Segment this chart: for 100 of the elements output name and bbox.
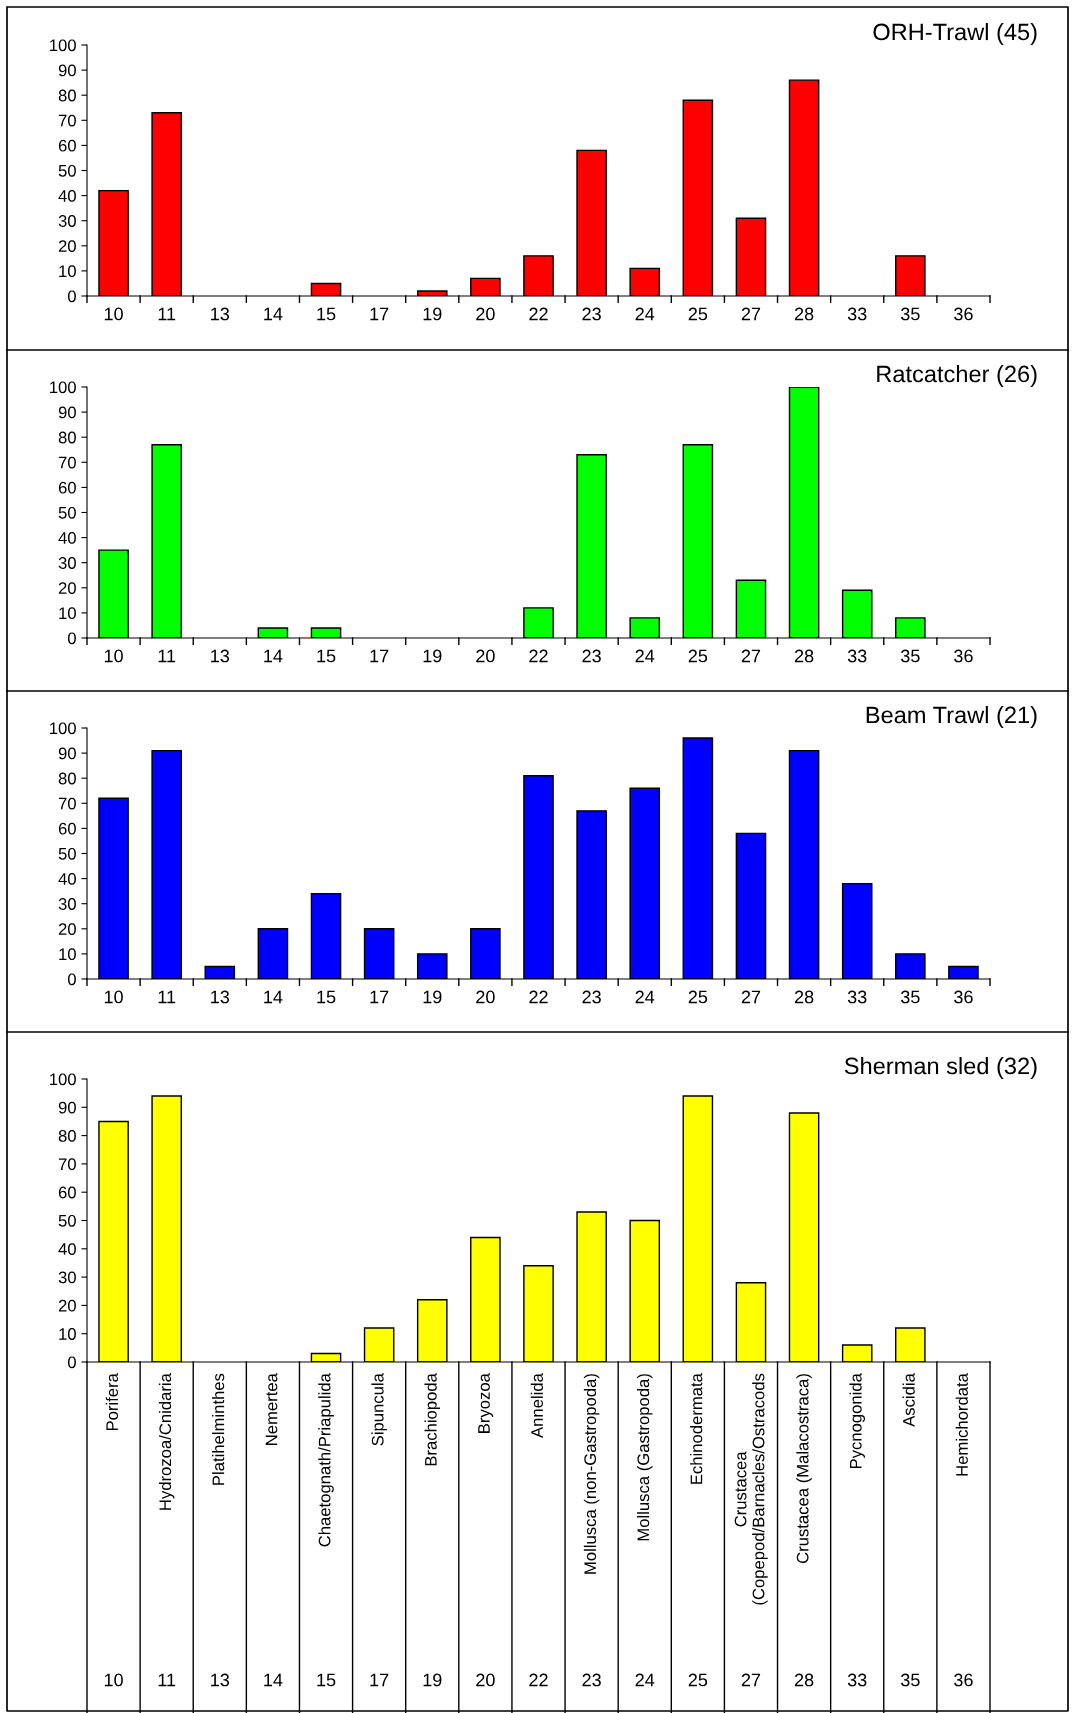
- y-tick-label: 20: [58, 923, 76, 935]
- x-tick-label: 13: [211, 649, 230, 663]
- y-tick-label: 100: [50, 722, 76, 735]
- y-tick-label: 0: [67, 632, 76, 645]
- x-tick-label: 17: [370, 990, 389, 1004]
- x-tick-label: Platihelminthes: [212, 1373, 225, 1485]
- x-tick-label: Hydrozoa/Cnidaria: [158, 1373, 175, 1510]
- y-tick-label: 100: [50, 39, 76, 52]
- text: 23: [582, 1673, 601, 1687]
- text: 27: [741, 1673, 761, 1687]
- text: 24: [635, 1673, 655, 1687]
- y-tick-label: 70: [58, 797, 76, 810]
- x-tick-label: 22: [529, 649, 548, 663]
- x-tick-label: 35: [900, 307, 920, 321]
- y-tick-label: 50: [58, 1214, 76, 1227]
- x-tick-label: 27: [741, 649, 761, 663]
- x-tick-label: 28: [794, 990, 814, 1004]
- y-tick-label: 50: [58, 847, 76, 860]
- x-tick-label: 10: [104, 649, 123, 663]
- x-tick-label: Hemichordata: [955, 1373, 968, 1476]
- x-tick-label: Crustacea (Copepod/Barnacles/Ostracods: [734, 1373, 768, 1605]
- y-tick-label: 80: [58, 89, 76, 102]
- x-tick-label: Chaetognath/Priapulida: [318, 1373, 334, 1547]
- x-tick-label: Porifera: [105, 1373, 119, 1431]
- y-tick-label: 70: [58, 456, 76, 469]
- x-tick-label: 11: [158, 990, 176, 1004]
- y-tick-label: 10: [59, 948, 76, 961]
- text: 28: [794, 1673, 814, 1687]
- x-tick-label: 36: [954, 649, 973, 663]
- x-tick-label: 14: [264, 307, 283, 321]
- text: 22: [529, 1673, 548, 1687]
- x-tick-label: 14: [264, 990, 283, 1004]
- y-tick-label: 0: [67, 1356, 76, 1369]
- y-tick-label: 60: [58, 1186, 76, 1199]
- x-tick-label: 28: [794, 307, 814, 321]
- y-tick-label: 30: [58, 215, 76, 227]
- x-tick-label: 36: [954, 990, 973, 1004]
- y-tick-label: 40: [58, 532, 76, 544]
- x-tick-label: 25: [688, 649, 708, 663]
- y-tick-label: 80: [58, 431, 76, 444]
- x-tick-label: 13: [211, 990, 230, 1004]
- y-tick-label: 70: [58, 114, 76, 127]
- y-tick-label: 30: [58, 557, 76, 569]
- x-tick-label: 33: [847, 307, 867, 321]
- text: 13: [211, 1673, 230, 1687]
- x-tick-label: 33: [847, 649, 867, 663]
- x-tick-label: 19: [423, 307, 442, 321]
- text: 36: [954, 1673, 973, 1687]
- x-tick-label: 17: [370, 307, 389, 321]
- y-tick-label: 10: [59, 607, 76, 620]
- text: 14: [264, 1673, 283, 1687]
- text: 19: [423, 1673, 442, 1687]
- text: 17: [370, 1673, 389, 1687]
- x-tick-label: 15: [317, 649, 336, 663]
- x-tick-label: Mollusca (Gastropoda): [636, 1374, 653, 1541]
- x-tick-label: 24: [635, 990, 655, 1004]
- x-tick-label: 20: [476, 307, 495, 321]
- y-tick-label: 30: [58, 898, 76, 910]
- x-tick-label: 20: [476, 649, 495, 663]
- y-tick-label: 20: [58, 582, 76, 594]
- y-tick-label: 90: [58, 406, 76, 419]
- text: 20: [476, 1673, 495, 1687]
- y-tick-label: 40: [58, 1243, 76, 1255]
- y-tick-label: 90: [58, 64, 76, 77]
- x-tick-label: 27: [741, 307, 761, 321]
- x-tick-label: 36: [954, 307, 973, 321]
- x-tick-label: 15: [317, 307, 336, 321]
- text: 10: [104, 1673, 123, 1687]
- y-tick-label: 50: [58, 506, 76, 519]
- y-tick-label: 0: [67, 290, 76, 303]
- x-tick-label: 15: [317, 990, 336, 1004]
- y-tick-label: 100: [50, 381, 76, 394]
- x-tick-label: 25: [688, 307, 708, 321]
- y-tick-label: 90: [58, 1101, 76, 1114]
- y-tick-label: 30: [58, 1271, 76, 1284]
- y-tick-label: 80: [58, 1130, 76, 1142]
- text: 15: [317, 1673, 336, 1687]
- y-tick-label: 10: [59, 1328, 76, 1340]
- x-tick-label: Bryozoa: [478, 1373, 494, 1433]
- x-tick-label: 11: [158, 307, 176, 321]
- y-tick-label: 70: [58, 1158, 76, 1171]
- y-tick-label: 100: [50, 1073, 76, 1086]
- x-tick-label: 19: [423, 649, 442, 663]
- y-tick-label: 60: [58, 481, 76, 494]
- y-tick-label: 60: [58, 822, 76, 835]
- y-tick-label: 40: [58, 873, 76, 885]
- x-tick-label: 23: [582, 649, 601, 663]
- chart-title: Beam Trawl (21): [866, 706, 1037, 728]
- y-tick-label: 90: [58, 747, 76, 760]
- x-tick-label: 24: [635, 307, 655, 321]
- x-tick-label: Brachiopoda: [424, 1373, 441, 1466]
- x-tick-label: Sipuncula: [371, 1373, 387, 1446]
- x-tick-label: Echinodermata: [690, 1373, 703, 1484]
- x-tick-label: Crustacea (Malacostraca): [796, 1374, 812, 1564]
- x-tick-label: 14: [264, 649, 283, 663]
- x-tick-label: Mollusca (non-Gastropoda): [583, 1374, 600, 1574]
- x-tick-label: 35: [900, 649, 920, 663]
- y-tick-label: 0: [67, 973, 76, 986]
- chart-title: ORH-Trawl (45): [873, 23, 1037, 45]
- x-tick-label: Ascidia: [902, 1373, 915, 1427]
